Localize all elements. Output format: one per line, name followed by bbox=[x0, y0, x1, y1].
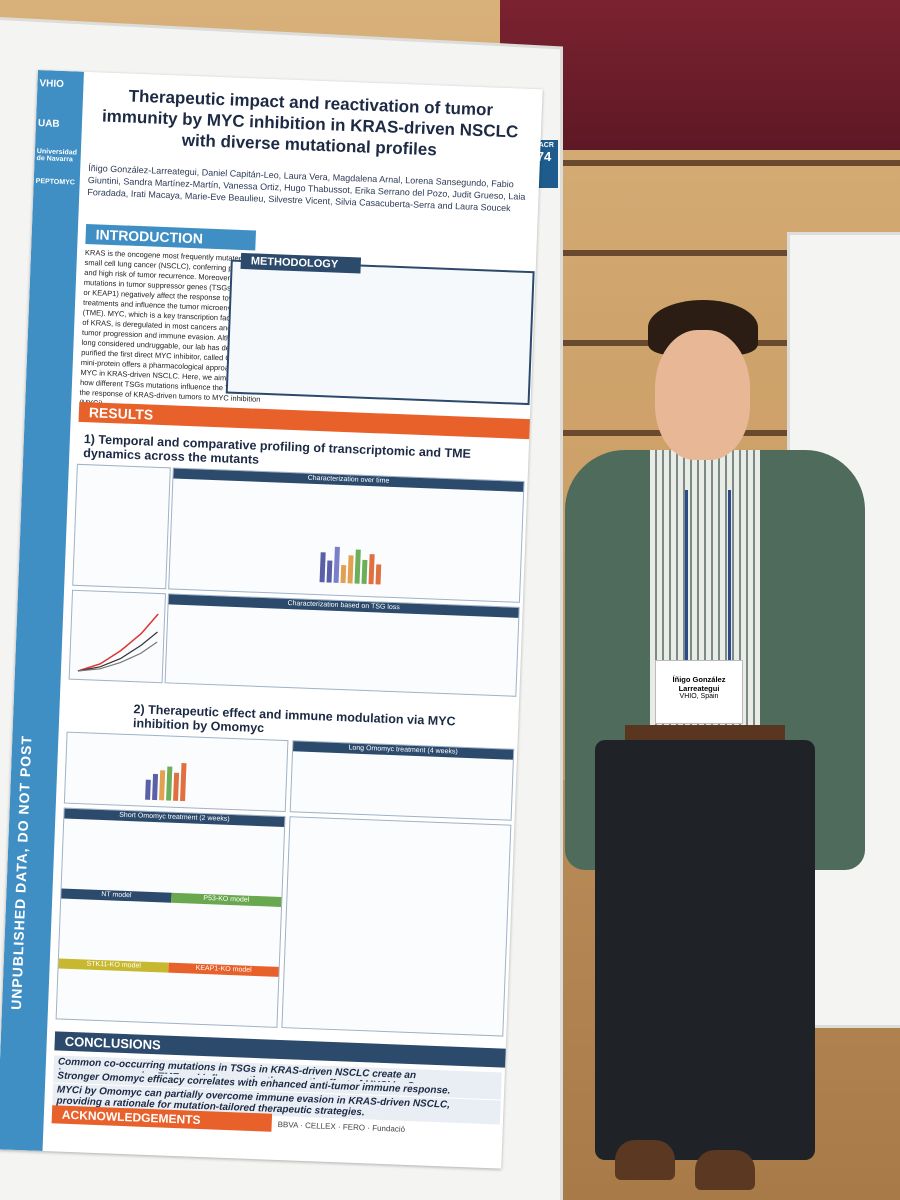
poster-authors: Íñigo González-Larreategui, Daniel Capit… bbox=[87, 163, 526, 214]
badge-name: Íñigo González Larreategui bbox=[672, 675, 726, 693]
sponsor-bbva: BBVA bbox=[277, 1119, 299, 1130]
poster-title: Therapeutic impact and reactivation of t… bbox=[101, 86, 519, 160]
wall-slat bbox=[560, 250, 900, 256]
figure-panel-short-treatment: Short Omomyc treatment (2 weeks) NT mode… bbox=[55, 807, 286, 1028]
logo-peptomyc: PEPTOMYC bbox=[35, 177, 75, 187]
figure-panel-a bbox=[72, 463, 171, 590]
methodology-panel bbox=[225, 259, 535, 406]
shoe bbox=[695, 1150, 755, 1190]
scientific-poster: VHIO UAB Universidad de Navarra PEPTOMYC… bbox=[0, 70, 543, 1169]
sponsor-fero: FERO bbox=[342, 1122, 366, 1133]
figure-panel-tumor-growth bbox=[68, 589, 167, 684]
bar-plot-figure bbox=[319, 546, 384, 585]
panel-label: KEAP1-KO model bbox=[168, 962, 279, 977]
trousers bbox=[595, 740, 815, 1160]
tumor-growth-curves bbox=[77, 613, 159, 672]
logo-uab: UAB bbox=[37, 118, 60, 130]
efficacy-bar-plot bbox=[145, 762, 188, 802]
section-introduction: INTRODUCTION bbox=[85, 223, 256, 251]
lanyard bbox=[685, 490, 731, 680]
figure-panel-omomyc-efficacy bbox=[63, 731, 289, 813]
wall-slat bbox=[560, 160, 900, 166]
panel-label: Long Omomyc treatment (4 weeks) bbox=[293, 741, 514, 760]
panel-label: NT model bbox=[61, 888, 172, 903]
figure-panel-tsg-loss: Characterization based on TSG loss bbox=[164, 593, 520, 697]
panel-label: Short Omomyc treatment (2 weeks) bbox=[64, 808, 285, 828]
sponsor-cellex: CELLEX bbox=[304, 1121, 336, 1132]
logo-vhio: VHIO bbox=[39, 78, 65, 91]
belt bbox=[625, 725, 785, 741]
auditorium-seats bbox=[500, 0, 900, 150]
presenter: Íñigo González Larreategui VHIO, Spain bbox=[555, 300, 875, 1200]
badge-org: VHIO, Spain bbox=[679, 693, 719, 700]
figure-panel-long-models bbox=[281, 816, 512, 1037]
name-badge: Íñigo González Larreategui VHIO, Spain bbox=[655, 660, 743, 724]
shoe bbox=[615, 1140, 675, 1180]
logo-navarra: Universidad de Navarra bbox=[36, 148, 78, 164]
face bbox=[655, 330, 750, 460]
panel-label: P53-KO model bbox=[171, 892, 282, 907]
figure-panel-over-time: Characterization over time bbox=[168, 467, 525, 603]
panel-label: STK11-KO model bbox=[58, 958, 169, 973]
figure-panel-long-treatment: Long Omomyc treatment (4 weeks) bbox=[289, 740, 515, 821]
sponsor-fundacio: Fundació bbox=[372, 1123, 406, 1134]
